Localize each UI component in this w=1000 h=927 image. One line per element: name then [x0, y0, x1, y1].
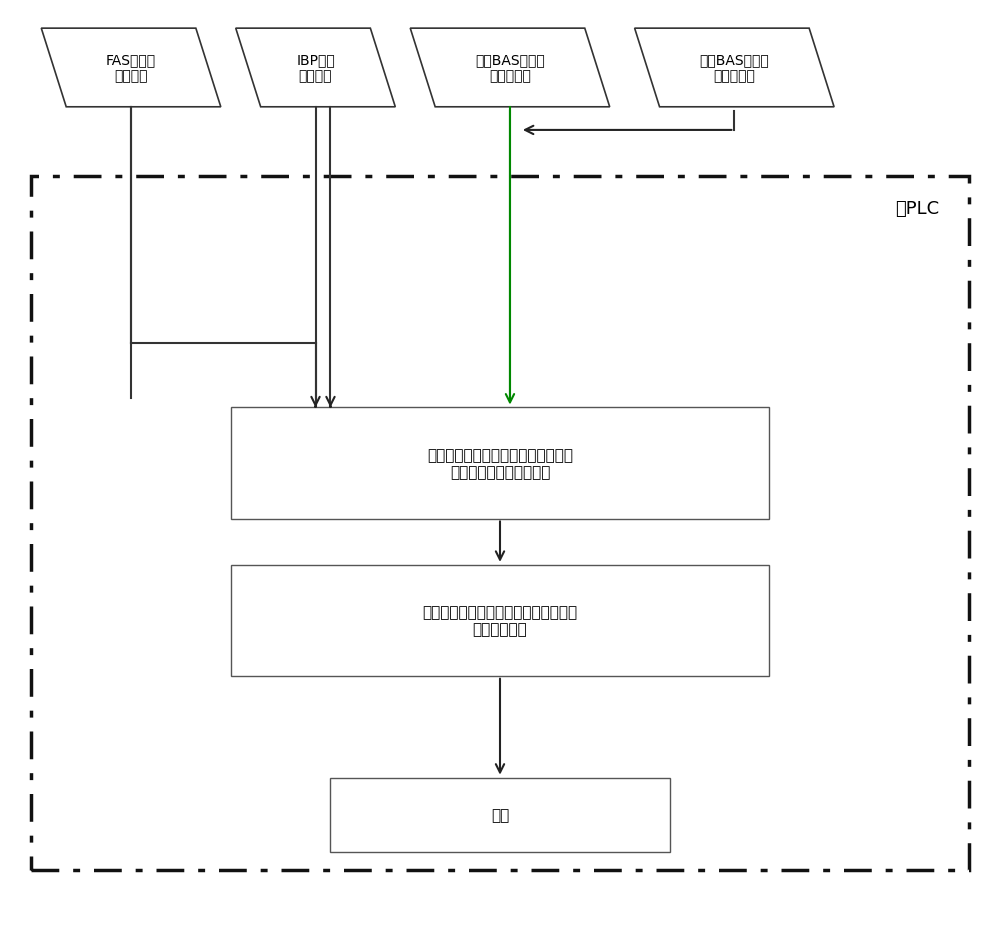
- Text: FAS来火灾
模式指令: FAS来火灾 模式指令: [106, 54, 156, 83]
- Text: 模式开始启动到其设定的启动时间后，
返回模式状态: 模式开始启动到其设定的启动时间后， 返回模式状态: [422, 604, 578, 637]
- FancyBboxPatch shape: [231, 408, 769, 519]
- Text: 返回: 返回: [491, 807, 509, 822]
- FancyBboxPatch shape: [330, 778, 670, 852]
- Text: IBP火灾
模式指令: IBP火灾 模式指令: [296, 54, 335, 83]
- Text: 把此模式设为其所属系统的当前模式
按设计图纸进行模式解析: 把此模式设为其所属系统的当前模式 按设计图纸进行模式解析: [427, 448, 573, 479]
- FancyBboxPatch shape: [231, 565, 769, 676]
- Text: 中心BAS火灾模
式点动指令: 中心BAS火灾模 式点动指令: [699, 54, 769, 83]
- Text: 车站BAS火灾模
式点动指令: 车站BAS火灾模 式点动指令: [475, 54, 545, 83]
- Text: 主PLC: 主PLC: [895, 200, 939, 218]
